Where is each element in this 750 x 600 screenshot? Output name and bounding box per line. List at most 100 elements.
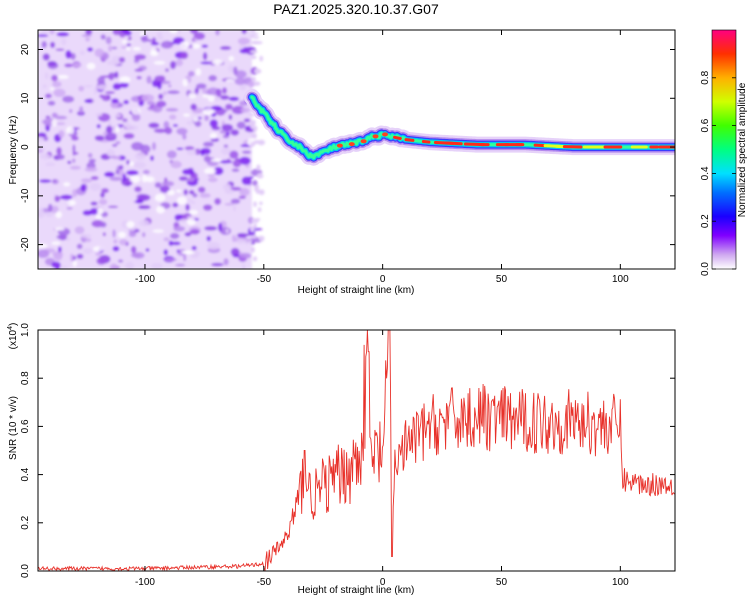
noise-blob [151, 262, 163, 269]
noise-blob [112, 155, 122, 160]
signal-peak [421, 139, 431, 144]
noise-blob [165, 107, 179, 112]
noise-blob [254, 41, 263, 45]
noise-blob [56, 154, 65, 160]
noise-blob [173, 226, 186, 232]
noise-blob [250, 55, 257, 60]
noise-blob [241, 150, 252, 154]
noise-blob [243, 118, 251, 123]
noise-blob [41, 30, 50, 34]
noise-blob [154, 182, 162, 189]
x-tick-label: 50 [496, 274, 508, 285]
snr-y-multiplier: (x104) [7, 323, 19, 350]
noise-blob [241, 30, 247, 35]
noise-blob [163, 120, 170, 130]
noise-blob [230, 198, 241, 204]
noise-blob [240, 144, 251, 148]
noise-blob [74, 226, 85, 234]
noise-blob [170, 160, 182, 169]
noise-gap [154, 193, 166, 202]
noise-blob [105, 125, 113, 134]
noise-blob [223, 258, 229, 266]
spectrogram-marks [38, 30, 675, 269]
noise-blob [96, 84, 108, 90]
noise-region [38, 30, 266, 269]
noise-blob [76, 253, 84, 259]
noise-gap [176, 196, 188, 205]
noise-gap [63, 182, 71, 187]
noise-blob [214, 197, 222, 205]
noise-blob [141, 94, 155, 102]
noise-blob [251, 246, 255, 253]
noise-blob [222, 183, 232, 191]
noise-gap [204, 167, 217, 175]
noise-gap [209, 132, 218, 139]
x-tick-label: -50 [257, 577, 272, 588]
noise-blob [89, 207, 98, 215]
noise-blob [231, 105, 245, 115]
noise-blob [197, 186, 206, 193]
colorbar-label: Normalized spectral amplitude [737, 82, 748, 217]
noise-blob [152, 142, 156, 151]
noise-blob [219, 46, 232, 51]
noise-blob [228, 65, 234, 73]
noise-gap [191, 43, 201, 49]
noise-blob [111, 46, 118, 50]
noise-blob [81, 34, 93, 37]
colorbar-tick-label: 0.8 [700, 70, 711, 84]
noise-gap [179, 41, 190, 49]
noise-blob [124, 122, 131, 128]
noise-blob [230, 247, 240, 257]
noise-blob [191, 245, 197, 251]
noise-blob [250, 235, 257, 239]
noise-blob [58, 246, 62, 253]
noise-blob [183, 189, 188, 196]
noise-blob [114, 71, 119, 79]
noise-gap [166, 189, 175, 196]
noise-blob [152, 37, 156, 45]
colorbar-tick-label: 0.4 [700, 166, 711, 180]
noise-blob [148, 122, 160, 129]
noise-blob [231, 168, 240, 172]
noise-blob [119, 82, 129, 88]
noise-gap [95, 214, 103, 220]
noise-blob [105, 137, 115, 141]
noise-blob [126, 159, 130, 165]
noise-blob [235, 70, 247, 79]
noise-blob [223, 144, 229, 148]
snr-x-ticks: -100 -50 0 50 100 [135, 330, 629, 588]
noise-blob [169, 114, 177, 120]
noise-blob [101, 188, 109, 194]
snr-marks [38, 330, 675, 571]
signal-peak [382, 132, 389, 137]
x-tick-label: 50 [496, 577, 508, 588]
noise-blob [55, 48, 65, 52]
noise-blob [187, 70, 195, 77]
noise-blob [76, 243, 83, 250]
noise-blob [109, 263, 119, 269]
noise-blob [193, 37, 198, 42]
noise-blob [69, 109, 73, 114]
noise-gap [225, 78, 235, 83]
noise-blob [58, 130, 65, 139]
noise-blob [123, 99, 129, 105]
noise-blob [228, 96, 240, 102]
noise-blob [251, 135, 257, 139]
noise-blob [72, 158, 76, 164]
noise-blob [202, 141, 214, 147]
noise-blob [159, 185, 171, 193]
y-tick-label: -10 [20, 188, 31, 203]
noise-blob [85, 30, 93, 35]
noise-blob [142, 232, 146, 238]
noise-blob [163, 237, 170, 242]
noise-blob [122, 173, 127, 182]
noise-blob [253, 223, 257, 229]
noise-blob [133, 161, 146, 169]
noise-blob [94, 135, 105, 141]
noise-blob [79, 50, 86, 56]
noise-blob [80, 178, 93, 183]
noise-blob [256, 173, 264, 179]
noise-blob [112, 229, 116, 238]
noise-blob [251, 76, 256, 83]
noise-blob [258, 189, 265, 196]
